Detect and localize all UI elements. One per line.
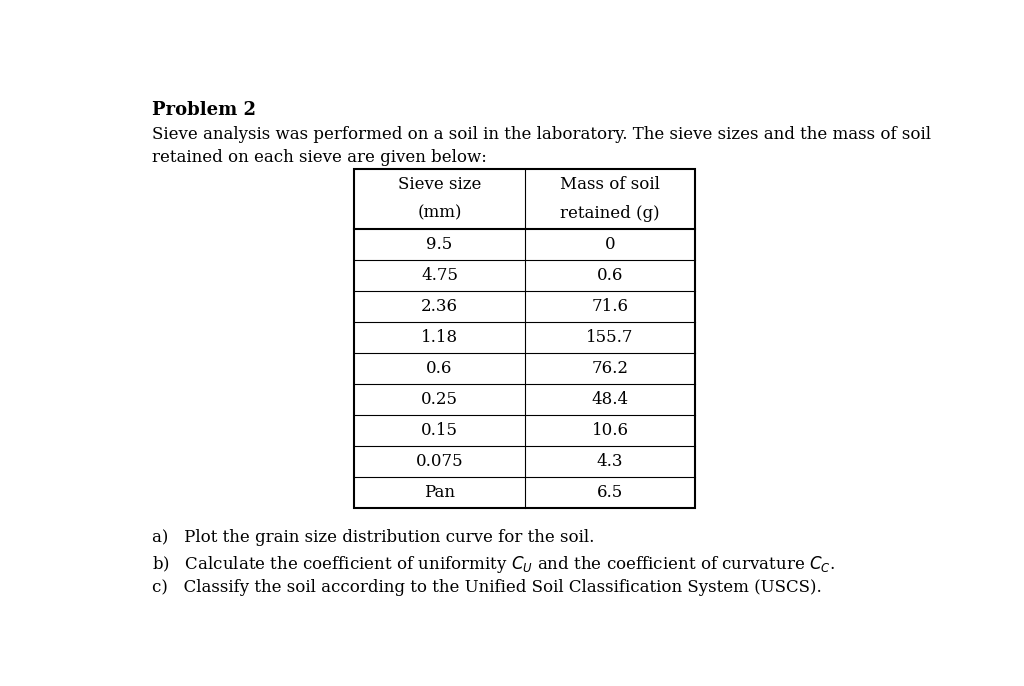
Text: 71.6: 71.6 — [592, 298, 629, 315]
Text: 4.75: 4.75 — [421, 267, 458, 283]
Text: 10.6: 10.6 — [592, 422, 629, 438]
Text: Mass of soil: Mass of soil — [560, 176, 660, 193]
Text: 0.15: 0.15 — [421, 422, 458, 438]
Text: 155.7: 155.7 — [587, 329, 634, 346]
Text: 4.3: 4.3 — [597, 453, 624, 469]
Text: Sieve size: Sieve size — [397, 176, 481, 193]
Text: 1.18: 1.18 — [421, 329, 458, 346]
Text: retained (g): retained (g) — [560, 205, 659, 222]
Bar — [354, 169, 695, 508]
Text: Sieve analysis was performed on a soil in the laboratory. The sieve sizes and th: Sieve analysis was performed on a soil i… — [152, 126, 931, 143]
Text: 9.5: 9.5 — [426, 235, 453, 252]
Text: b)   Calculate the coefficient of uniformity $C_U$ and the coefficient of curvat: b) Calculate the coefficient of uniformi… — [152, 554, 835, 575]
Text: 0: 0 — [605, 235, 615, 252]
Text: 2.36: 2.36 — [421, 298, 458, 315]
Text: c)   Classify the soil according to the Unified Soil Classification System (USCS: c) Classify the soil according to the Un… — [152, 580, 821, 596]
Text: Pan: Pan — [424, 484, 455, 501]
Text: 0.25: 0.25 — [421, 390, 458, 407]
Text: 0.075: 0.075 — [416, 453, 463, 469]
Text: retained on each sieve are given below:: retained on each sieve are given below: — [152, 150, 486, 167]
Text: 76.2: 76.2 — [592, 359, 629, 377]
Text: a)   Plot the grain size distribution curve for the soil.: a) Plot the grain size distribution curv… — [152, 529, 594, 545]
Text: 0.6: 0.6 — [426, 359, 453, 377]
Text: 6.5: 6.5 — [597, 484, 624, 501]
Text: (mm): (mm) — [417, 205, 462, 222]
Text: Problem 2: Problem 2 — [152, 101, 256, 119]
Text: 0.6: 0.6 — [597, 267, 624, 283]
Text: 48.4: 48.4 — [592, 390, 629, 407]
